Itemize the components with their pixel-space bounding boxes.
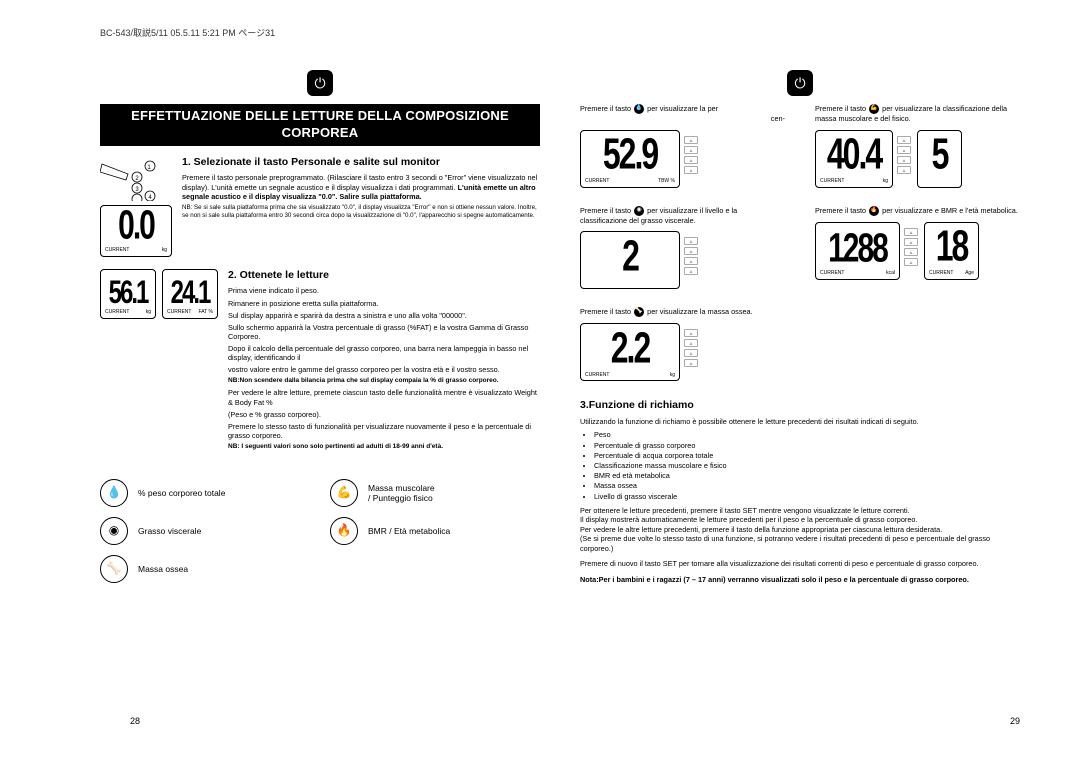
intro: Utilizzando la funzione di richiamo è po…: [580, 417, 1020, 426]
p: Sul display apparirà e sparirà da destra…: [228, 311, 540, 320]
page-title: EFFETTUAZIONE DELLE LETTURE DELLA COMPOS…: [100, 104, 540, 146]
water-icon: 💧: [100, 479, 128, 507]
nota: Nota:Per i bambini e i ragazzi (7 – 17 a…: [580, 575, 1020, 584]
lcd-bmr: 1288 CURRENT kcal: [815, 222, 900, 280]
p: Rimanere in posizione eretta sulla piatt…: [228, 299, 540, 308]
page-header: BC-543/取説5/11 05.5.11 5:21 PM ページ31: [100, 28, 275, 40]
lcd-fat: 24.1 CURRENT FAT %: [162, 269, 218, 319]
icon-muscle: 💪 Massa muscolare / Punteggio fisico: [330, 479, 540, 507]
svg-text:3: 3: [135, 187, 139, 193]
p: Per vedere le altre letture, premete cia…: [228, 388, 540, 406]
button-icon: 🦴: [634, 307, 644, 317]
lcd-initial: 0.0 CURRENT kg: [100, 205, 172, 257]
caption: Premere il tasto 🔥 per visualizzare e BM…: [815, 206, 1020, 216]
button-icon: ◉: [634, 206, 644, 216]
section-1-p1: Premere il tasto personale preprogrammat…: [182, 173, 540, 200]
p: Prima viene indicato il peso.: [228, 286, 540, 295]
list-item: Peso: [594, 430, 1020, 440]
icon-water: 💧 % peso corporeo totale: [100, 479, 310, 507]
lcd-bone: 2.2 CURRENT kg: [580, 323, 680, 381]
lcd-water: 52.9 CURRENT TBW %: [580, 130, 680, 188]
bmr-icon: 🔥: [330, 517, 358, 545]
p: Premere lo stesso tasto di funzionalità …: [228, 422, 540, 440]
icon-grid: 💧 % peso corporeo totale 💪 Massa muscola…: [100, 479, 540, 583]
row-1: Premere il tasto 💧 per visualizzare la p…: [580, 104, 1020, 188]
list-item: Classificazione massa muscolare e fisico: [594, 461, 1020, 471]
arrows-icon: ▲▲▲▲: [684, 329, 698, 367]
lcd-visceral: 2: [580, 231, 680, 289]
lcd-weight-value: 56.1: [109, 272, 148, 314]
section-1-heading: 1. Selezionate il tasto Personale e sali…: [182, 156, 540, 170]
lcd-initial-value: 0.0: [118, 199, 154, 252]
row-2: Premere il tasto ◉ per visualizzare il l…: [580, 206, 1020, 290]
lcd-weight: 56.1 CURRENT kg: [100, 269, 156, 319]
power-icon: [307, 70, 333, 96]
caption: Premere il tasto 🦴 per visualizzare la m…: [580, 307, 785, 317]
arrows-icon: ▲▲▲▲: [897, 136, 911, 174]
section-2: 56.1 CURRENT kg 24.1 CURRENT FAT % 2. Ot…: [100, 269, 540, 454]
p: Per ottenere le letture precedenti, prem…: [580, 506, 1020, 515]
arrows-icon: ▲▲▲▲: [904, 228, 918, 266]
arrows-icon: ▲▲▲▲: [684, 237, 698, 275]
nb2: NB: I seguenti valori sono solo pertinen…: [228, 443, 540, 451]
muscle-icon: 💪: [330, 479, 358, 507]
svg-text:1: 1: [147, 165, 151, 171]
list-item: BMR ed età metabolica: [594, 471, 1020, 481]
left-column: EFFETTUAZIONE DELLE LETTURE DELLA COMPOS…: [100, 70, 540, 584]
p: Premere di nuovo il tasto SET per tornar…: [580, 559, 1020, 568]
icon-visceral: ◉ Grasso viscerale: [100, 517, 310, 545]
button-icon: 🔥: [869, 206, 879, 216]
power-icon: [787, 70, 813, 96]
lcd-age: 18 CURRENT Age: [924, 222, 979, 280]
p: (Se si preme due volte lo stesso tasto d…: [580, 534, 1020, 553]
lcd-unit-current: CURRENT: [105, 247, 129, 254]
section-3-heading: 3.Funzione di richiamo: [580, 399, 1020, 413]
caption: Premere il tasto 💧 per visualizzare la p…: [580, 104, 785, 124]
visceral-icon: ◉: [100, 517, 128, 545]
page-number-left: 28: [130, 716, 140, 728]
section-2-heading: 2. Ottenete le letture: [228, 269, 540, 283]
right-column: Premere il tasto 💧 per visualizzare la p…: [580, 70, 1020, 584]
lcd-unit-kg: kg: [162, 247, 167, 254]
icon-bmr: 🔥 BMR / Età metabolica: [330, 517, 540, 545]
arrows-icon: ▲▲▲▲: [684, 136, 698, 174]
caption: Premere il tasto ◉ per visualizzare il l…: [580, 206, 785, 226]
button-icon: 💧: [634, 104, 644, 114]
recall-list: Peso Percentuale di grasso corporeo Perc…: [594, 430, 1020, 501]
p: Sullo schermo apparirà la Vostra percent…: [228, 323, 540, 341]
list-item: Livello di grasso viscerale: [594, 492, 1020, 502]
p: vostro valore entro le gamme del grasso …: [228, 365, 540, 374]
nb1: NB:Non scendere dalla bilancia prima che…: [228, 377, 540, 385]
page-number-right: 29: [1010, 716, 1020, 728]
icon-bone: 🦴 Massa ossea: [100, 555, 310, 583]
lcd-fat-value: 24.1: [171, 272, 210, 314]
svg-text:2: 2: [135, 176, 139, 182]
lcd-physique: 5: [917, 130, 962, 188]
row-3: Premere il tasto 🦴 per visualizzare la m…: [580, 307, 1020, 381]
section-3: 3.Funzione di richiamo Utilizzando la fu…: [580, 399, 1020, 584]
caption: Premere il tasto 💪 per visualizzare la c…: [815, 104, 1020, 124]
lcd-muscle: 40.4 CURRENT kg: [815, 130, 893, 188]
button-icon: 💪: [869, 104, 879, 114]
p: Dopo il calcolo della percentuale del gr…: [228, 344, 540, 362]
list-item: Percentuale di grasso corporeo: [594, 441, 1020, 451]
p: (Peso e % grasso corporeo).: [228, 410, 540, 419]
bone-icon: 🦴: [100, 555, 128, 583]
p: Il display mostrerà automaticamente le l…: [580, 515, 1020, 524]
list-item: Massa ossea: [594, 481, 1020, 491]
hand-illustration: 1 2 3 4 4: [100, 156, 165, 201]
p: Per vedere le altre letture precedenti, …: [580, 525, 1020, 534]
section-1: 1 2 3 4 4 0.0 CURRENT kg: [100, 156, 540, 257]
section-1-note: NB: Se si sale sulla piattaforma prima c…: [182, 204, 540, 220]
list-item: Percentuale di acqua corporea totale: [594, 451, 1020, 461]
